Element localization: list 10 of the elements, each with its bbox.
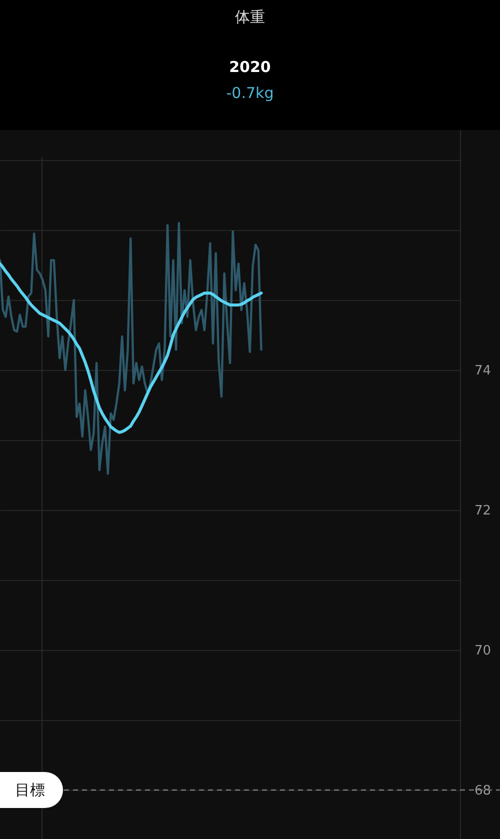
line-series [0,222,262,475]
y-tick-label: 70 [474,644,492,659]
ref-line-label: 目標 [15,781,45,800]
chart-subtitle: 2020 [229,58,271,76]
y-tick-label: 68 [474,784,492,799]
chart-title: 体重 [235,8,265,26]
y-tick-label: 72 [474,504,492,519]
text: -0.7kg [226,84,274,102]
y-tick-label: 74 [474,364,492,379]
line-series [0,262,263,434]
